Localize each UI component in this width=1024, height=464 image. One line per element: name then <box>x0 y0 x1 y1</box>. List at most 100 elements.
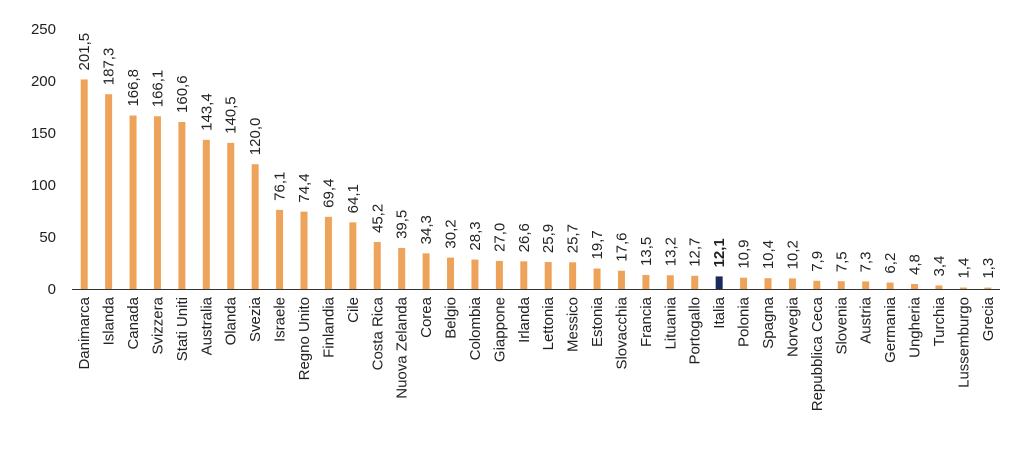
x-tick-label: Norvegia <box>784 296 801 357</box>
x-tick-label: Italia <box>711 296 728 328</box>
bar <box>911 284 919 289</box>
bar <box>276 209 284 289</box>
data-label: 74,4 <box>296 173 313 202</box>
x-tick-label: Messico <box>565 297 582 352</box>
bar <box>398 247 406 289</box>
data-label: 201,5 <box>76 33 93 71</box>
y-tick-label: 150 <box>31 125 56 142</box>
x-tick-label: Giappone <box>491 297 508 362</box>
data-label: 69,4 <box>320 179 337 208</box>
x-tick-label: Irlanda <box>516 296 533 343</box>
data-label: 4,8 <box>907 254 924 275</box>
data-label: 45,2 <box>369 204 386 233</box>
bar <box>300 211 308 289</box>
data-label: 3,4 <box>931 256 948 277</box>
bars <box>80 79 992 289</box>
x-tick-label: Estonia <box>589 296 606 347</box>
x-tick-label: Turchia <box>931 296 948 346</box>
x-tick-label: Finlandia <box>320 296 337 358</box>
data-label: 7,3 <box>858 252 875 273</box>
bar <box>617 270 625 289</box>
bar <box>593 268 601 289</box>
bar <box>862 281 870 289</box>
bar <box>788 278 796 289</box>
x-axis: Danimarca Islanda Canada Svizzera Stati Unit… <box>72 289 1000 411</box>
bar <box>886 282 894 289</box>
data-label: 64,1 <box>345 184 362 213</box>
data-label: 7,5 <box>833 251 850 272</box>
bar <box>569 262 577 289</box>
data-label: 34,3 <box>418 215 435 244</box>
data-label: 13,5 <box>638 237 655 266</box>
data-label: 10,9 <box>736 239 753 268</box>
data-label: 30,2 <box>443 219 460 248</box>
x-tick-label: Israele <box>272 297 289 342</box>
y-axis: 0 50 100 150 200 250 <box>31 21 56 298</box>
bar <box>471 259 479 289</box>
x-tick-label: Costa Rica <box>369 296 386 370</box>
x-tick-label: Svezia <box>247 296 264 342</box>
x-tick-label: Nuova Zelanda <box>394 296 411 398</box>
x-tick-label: Islanda <box>101 296 118 345</box>
bar <box>764 278 772 289</box>
y-tick-label: 200 <box>31 73 56 90</box>
bar <box>984 287 992 289</box>
data-label: 12,1 <box>711 238 728 267</box>
x-tick-label: Repubblica Ceca <box>809 296 826 411</box>
x-tick-label: Lettonia <box>540 296 557 350</box>
data-label: 25,7 <box>565 224 582 253</box>
x-tick-label: Colombia <box>467 296 484 360</box>
bar <box>178 121 186 289</box>
data-label: 27,0 <box>491 223 508 252</box>
x-tick-label: Cile <box>345 297 362 323</box>
bar <box>227 142 235 289</box>
bar <box>813 280 821 289</box>
x-tick-label: Lituania <box>662 296 679 349</box>
bar <box>520 261 528 289</box>
x-tick-label: Polonia <box>736 296 753 347</box>
bar <box>544 262 552 289</box>
data-label: 143,4 <box>198 93 215 131</box>
bar <box>422 253 430 289</box>
x-tick-label: Danimarca <box>76 296 93 369</box>
bar <box>349 222 357 289</box>
x-tick-label: Portogallo <box>687 297 704 365</box>
data-label: 10,4 <box>760 240 777 269</box>
y-tick-label: 50 <box>39 229 56 246</box>
data-label: 26,6 <box>516 223 533 252</box>
data-label: 19,7 <box>589 230 606 259</box>
data-label: 187,3 <box>101 48 118 86</box>
data-label: 1,4 <box>955 258 972 279</box>
data-label: 166,8 <box>125 69 142 107</box>
bar <box>80 79 88 289</box>
bar <box>935 285 943 289</box>
x-tick-label: Ungheria <box>907 296 924 358</box>
x-tick-label: Svizzera <box>149 296 166 354</box>
bar <box>642 274 650 289</box>
x-tick-label: Germania <box>882 296 899 363</box>
x-tick-label: Slovenia <box>833 296 850 354</box>
data-label: 166,1 <box>149 70 166 108</box>
bar <box>153 116 161 289</box>
x-tick-label: Olanda <box>223 296 240 345</box>
data-label: 120,0 <box>247 118 264 156</box>
data-label: 25,9 <box>540 224 557 253</box>
data-label: 76,1 <box>272 172 289 201</box>
x-tick-label: Francia <box>638 296 655 347</box>
bar <box>129 115 137 289</box>
data-label: 160,6 <box>174 75 191 113</box>
bar <box>202 139 210 289</box>
value-labels: 201,5 187,3 166,8 166,1 160,6 143,4 140,5 120,0… <box>76 33 997 279</box>
bar <box>666 275 674 289</box>
data-label: 140,5 <box>223 96 240 134</box>
data-label: 28,3 <box>467 221 484 250</box>
bar <box>324 216 332 289</box>
y-tick-label: 0 <box>48 281 56 298</box>
bar <box>373 241 381 289</box>
y-tick-label: 250 <box>31 21 56 38</box>
data-label: 39,5 <box>394 210 411 239</box>
y-tick-label: 100 <box>31 177 56 194</box>
data-label: 6,2 <box>882 253 899 274</box>
bar <box>105 94 113 289</box>
